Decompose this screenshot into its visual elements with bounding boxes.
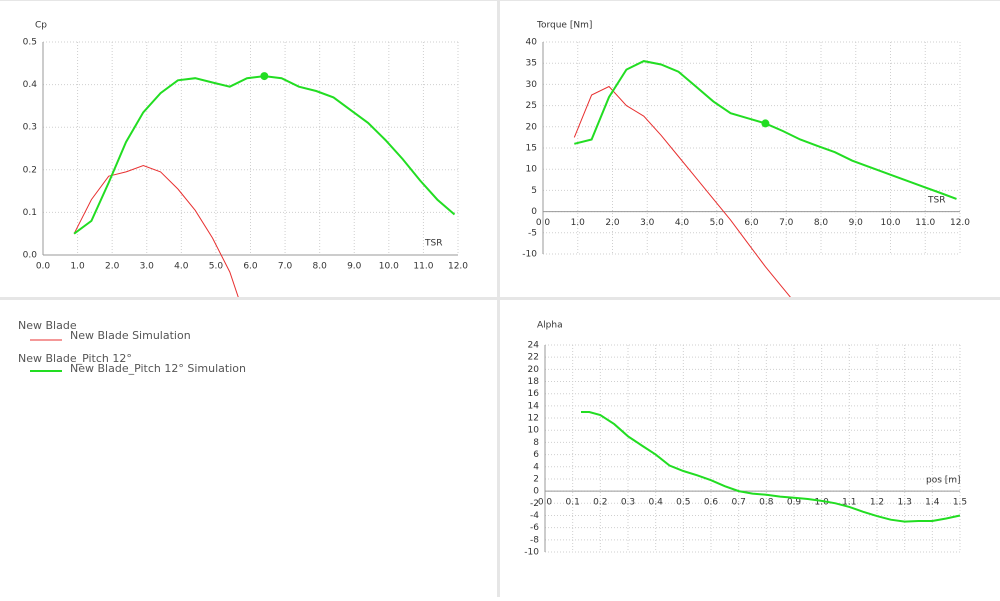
- x-tick-label: 1.1: [842, 498, 856, 508]
- legend-entry: New Blade_Pitch 12° Simulation: [70, 362, 246, 375]
- x-tick-label: 0.0: [36, 262, 51, 272]
- x-tick-label: 1.0: [70, 262, 85, 272]
- y-tick-label: 40: [526, 38, 538, 48]
- x-tick-label: 0.3: [621, 498, 635, 508]
- y-tick-label: 35: [526, 59, 537, 69]
- y-tick-label: -2: [530, 499, 539, 509]
- x-tick-label: 1.3: [898, 498, 912, 508]
- series-line: [581, 411, 961, 523]
- x-tick-label: 5.0: [710, 218, 725, 228]
- x-tick-label: 1.0: [815, 498, 830, 508]
- y-tick-label: 18: [528, 377, 540, 387]
- x-tick-label: 10.0: [379, 262, 399, 272]
- y-tick-label: 24: [528, 341, 540, 351]
- x-axis-label: pos [m]: [926, 476, 961, 486]
- y-tick-label: 5: [531, 186, 537, 196]
- x-tick-label: 2.0: [605, 218, 620, 228]
- y-tick-label: -6: [530, 523, 539, 533]
- y-tick-label: 10: [526, 165, 538, 175]
- x-tick-label: 3.0: [640, 218, 655, 228]
- y-tick-label: 30: [526, 80, 538, 90]
- y-tick-label: 0.1: [23, 208, 37, 218]
- x-tick-label: 1.4: [925, 498, 940, 508]
- x-tick-label: 12.0: [448, 262, 468, 272]
- x-tick-label: 1.0: [571, 218, 586, 228]
- y-tick-label: 8: [533, 438, 539, 448]
- y-tick-label: 0: [533, 487, 539, 497]
- x-tick-label: 0.9: [787, 498, 802, 508]
- chart-title: Cp: [35, 21, 47, 31]
- x-tick-label: 6.0: [744, 218, 759, 228]
- legend-entry: New Blade Simulation: [70, 329, 191, 342]
- y-tick-label: -10: [524, 548, 539, 558]
- y-tick-label: 0.0: [23, 251, 38, 261]
- y-tick-label: 12: [528, 414, 539, 424]
- legend-group: New Blade: [18, 319, 77, 332]
- y-tick-label: -8: [530, 535, 539, 545]
- y-tick-label: 20: [528, 365, 540, 375]
- x-tick-label: 0.1: [566, 498, 580, 508]
- y-tick-label: 6: [533, 450, 539, 460]
- x-tick-label: 8.0: [814, 218, 829, 228]
- chart: Alpha242220181614121086420-2-4-6-8-100.0…: [524, 321, 967, 558]
- y-tick-label: 22: [528, 353, 539, 363]
- y-tick-label: 14: [528, 401, 540, 411]
- x-tick-label: 0.7: [732, 498, 746, 508]
- x-tick-label: 0.4: [649, 498, 664, 508]
- y-tick-label: 0: [531, 207, 537, 217]
- y-tick-label: 15: [526, 144, 537, 154]
- x-tick-label: 0.6: [704, 498, 719, 508]
- x-tick-label: 9.0: [347, 262, 362, 272]
- y-tick-label: 0.3: [23, 123, 37, 133]
- y-tick-label: 4: [533, 462, 539, 472]
- selected-point: [260, 72, 269, 81]
- x-tick-label: 2.0: [105, 262, 120, 272]
- x-tick-label: 4.0: [174, 262, 189, 272]
- x-axis-label: TSR: [927, 196, 945, 206]
- x-tick-label: 7.0: [278, 262, 293, 272]
- divider: [0, 0, 1000, 1]
- chart-title: Alpha: [537, 321, 563, 331]
- x-axis-label: TSR: [424, 239, 442, 249]
- x-tick-label: 6.0: [243, 262, 258, 272]
- x-tick-label: 0.5: [676, 498, 690, 508]
- y-tick-label: 20: [526, 122, 538, 132]
- y-tick-label: 10: [528, 426, 540, 436]
- chart: Cp 0.0 0.1 0.2 0.3 0.4 0.5 0.0 1.0 2.0 3.0 4.0 5.0 6.…: [23, 21, 468, 297]
- y-tick-label: 25: [526, 101, 537, 111]
- y-tick-label: 0.2: [23, 165, 37, 175]
- x-tick-label: 8.0: [313, 262, 328, 272]
- y-tick-label: -5: [528, 228, 537, 238]
- y-tick-label: 16: [528, 389, 540, 399]
- selected-point: [761, 119, 770, 128]
- series-line: [573, 85, 791, 297]
- x-tick-label: 5.0: [209, 262, 224, 272]
- x-tick-label: 1.5: [953, 498, 967, 508]
- x-tick-label: 12.0: [950, 218, 970, 228]
- x-tick-label: 7.0: [779, 218, 794, 228]
- y-tick-label: -4: [530, 511, 539, 521]
- x-tick-label: 10.0: [880, 218, 900, 228]
- legend: New Blade New Blade Simulation New Blade…: [18, 319, 246, 375]
- divider: [0, 297, 1000, 300]
- y-tick-label: 0.4: [23, 80, 38, 90]
- y-tick-label: 0.5: [23, 38, 37, 48]
- x-tick-label: 11.0: [413, 262, 433, 272]
- chart-title: Torque [Nm]: [536, 21, 592, 31]
- x-tick-label: 0.2: [593, 498, 607, 508]
- series-line: [73, 164, 239, 297]
- x-tick-label: 3.0: [140, 262, 155, 272]
- y-tick-label: 2: [533, 474, 539, 484]
- x-tick-label: 11.0: [915, 218, 935, 228]
- legend-group: New Blade_Pitch 12°: [18, 352, 132, 365]
- x-tick-label: 1.2: [870, 498, 884, 508]
- x-tick-label: 4.0: [675, 218, 690, 228]
- x-tick-label: 0.8: [759, 498, 774, 508]
- x-tick-label: 9.0: [849, 218, 864, 228]
- y-tick-label: -10: [522, 250, 537, 260]
